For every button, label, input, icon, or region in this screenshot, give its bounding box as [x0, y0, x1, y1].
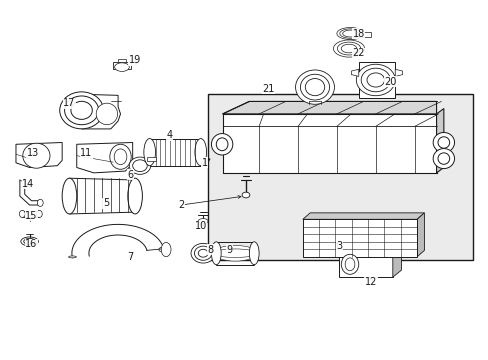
Ellipse shape: [437, 153, 449, 164]
Ellipse shape: [71, 101, 92, 120]
Ellipse shape: [127, 178, 142, 214]
Ellipse shape: [143, 139, 155, 166]
Text: 21: 21: [262, 84, 274, 94]
Ellipse shape: [341, 254, 358, 274]
Bar: [207, 94, 472, 260]
Polygon shape: [339, 244, 401, 251]
Text: 13: 13: [27, 148, 39, 158]
Ellipse shape: [366, 73, 384, 87]
Ellipse shape: [305, 78, 324, 96]
Ellipse shape: [437, 137, 449, 148]
Text: 1: 1: [201, 158, 207, 168]
Polygon shape: [436, 109, 443, 173]
Ellipse shape: [198, 249, 207, 257]
Text: 5: 5: [102, 198, 109, 208]
Text: 17: 17: [63, 98, 76, 108]
Ellipse shape: [249, 242, 259, 265]
Bar: [361, 32, 370, 37]
Ellipse shape: [300, 74, 329, 100]
Ellipse shape: [96, 103, 117, 125]
Text: 3: 3: [336, 241, 342, 251]
Ellipse shape: [361, 68, 389, 92]
Text: 10: 10: [194, 221, 206, 231]
Bar: [147, 157, 156, 161]
Bar: [118, 59, 125, 62]
Polygon shape: [392, 244, 401, 277]
Ellipse shape: [62, 178, 77, 214]
Bar: [113, 62, 130, 69]
Ellipse shape: [37, 199, 43, 206]
Text: 9: 9: [226, 245, 232, 255]
Polygon shape: [77, 143, 132, 173]
Ellipse shape: [198, 219, 207, 224]
Ellipse shape: [194, 246, 211, 260]
Ellipse shape: [159, 247, 168, 252]
Text: 12: 12: [364, 277, 376, 287]
Bar: [22, 211, 39, 217]
Ellipse shape: [191, 243, 215, 263]
Ellipse shape: [432, 132, 454, 153]
Text: 8: 8: [207, 245, 213, 255]
Polygon shape: [222, 114, 436, 173]
Text: 18: 18: [352, 28, 364, 39]
Ellipse shape: [295, 70, 334, 104]
Ellipse shape: [23, 143, 50, 168]
Ellipse shape: [36, 210, 42, 217]
Ellipse shape: [21, 237, 38, 246]
Polygon shape: [394, 69, 402, 76]
Ellipse shape: [68, 256, 76, 258]
Text: 7: 7: [127, 252, 133, 262]
Ellipse shape: [213, 246, 256, 261]
Ellipse shape: [115, 63, 129, 71]
Polygon shape: [339, 251, 392, 277]
Text: 19: 19: [129, 55, 141, 65]
Ellipse shape: [432, 149, 454, 168]
Ellipse shape: [242, 192, 249, 198]
Polygon shape: [416, 213, 424, 257]
Ellipse shape: [129, 157, 150, 174]
Ellipse shape: [345, 258, 354, 271]
Polygon shape: [222, 102, 436, 114]
Polygon shape: [81, 94, 120, 129]
Ellipse shape: [20, 210, 25, 217]
Text: 11: 11: [80, 148, 92, 158]
Text: 4: 4: [166, 130, 172, 140]
Ellipse shape: [161, 242, 171, 257]
Text: 14: 14: [22, 179, 34, 189]
Bar: [302, 219, 416, 257]
Ellipse shape: [356, 64, 394, 96]
Text: 2: 2: [178, 200, 184, 210]
Ellipse shape: [211, 242, 221, 265]
Text: 20: 20: [384, 77, 396, 87]
Ellipse shape: [114, 149, 126, 165]
Polygon shape: [358, 62, 394, 98]
Ellipse shape: [216, 138, 227, 151]
Ellipse shape: [213, 249, 256, 257]
Ellipse shape: [211, 134, 232, 155]
Ellipse shape: [24, 238, 35, 244]
Text: 22: 22: [352, 48, 364, 58]
Ellipse shape: [132, 160, 147, 172]
Polygon shape: [302, 213, 424, 219]
Text: 6: 6: [127, 170, 133, 180]
Ellipse shape: [195, 139, 206, 166]
Text: 15: 15: [25, 211, 38, 221]
Polygon shape: [16, 143, 62, 167]
Ellipse shape: [110, 144, 131, 169]
Ellipse shape: [60, 92, 103, 129]
Ellipse shape: [64, 96, 99, 125]
Text: 16: 16: [25, 239, 38, 249]
Polygon shape: [351, 69, 358, 76]
